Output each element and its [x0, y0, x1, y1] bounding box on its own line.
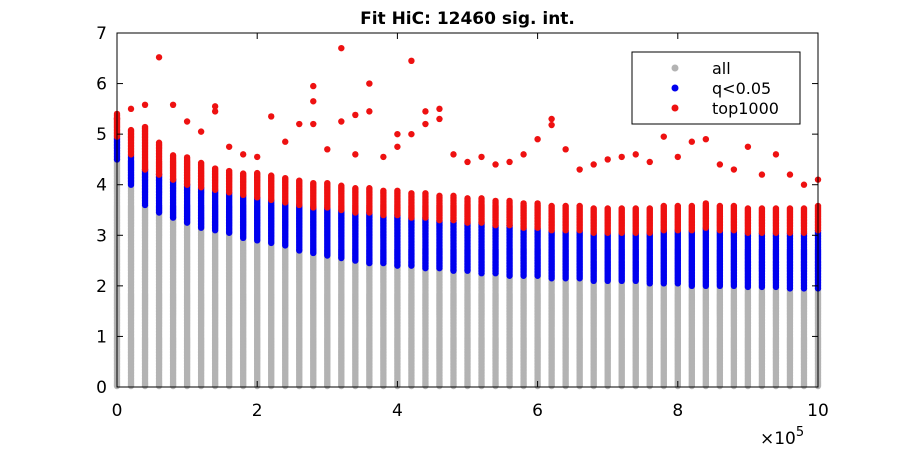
point-top1000 [590, 205, 597, 212]
distance-bin-column [352, 185, 359, 390]
distance-bin-column [464, 195, 471, 390]
point-top1000 [562, 202, 569, 210]
point-top1000 [155, 139, 163, 146]
point-top1000 [268, 172, 275, 179]
distance-bin-column [534, 200, 541, 390]
point-top1000 [380, 187, 387, 194]
point-top1000 [296, 177, 303, 184]
point-top1000 [492, 197, 499, 205]
distance-bin-column [478, 195, 485, 390]
distance-bin-column [197, 159, 205, 390]
point-top1000 [127, 126, 135, 134]
point-top1000 [310, 179, 317, 187]
distance-bin-column [310, 179, 317, 390]
point-top1000 [464, 195, 471, 202]
distance-bin-column [169, 152, 177, 390]
point-top1000 [282, 174, 289, 182]
point-top1000 [338, 182, 345, 189]
distance-bin-column [211, 165, 219, 390]
distance-bin-column [282, 174, 289, 390]
distance-bin-column [324, 179, 331, 390]
point-top1000 [366, 185, 373, 192]
distance-bin-column [492, 197, 499, 390]
point-top1000 [254, 169, 261, 177]
plot-points [113, 44, 822, 390]
point-top1000 [450, 192, 457, 200]
point-top1000 [520, 200, 527, 207]
distance-bin-column [548, 202, 555, 390]
point-top1000 [422, 190, 429, 197]
point-top1000 [576, 202, 583, 210]
point-top1000 [534, 200, 541, 207]
point-top1000 [548, 202, 555, 210]
distance-bin-column [254, 169, 261, 390]
distance-bin-column [380, 187, 387, 390]
distance-bin-column [225, 167, 233, 390]
point-top1000 [239, 170, 247, 177]
distance-bin-column [183, 154, 191, 390]
distance-bin-column [155, 139, 163, 390]
point-top1000 [604, 205, 611, 212]
point-top1000 [506, 197, 513, 205]
point-top1000 [352, 185, 359, 192]
distance-bin-column [590, 205, 597, 390]
distance-bin-column [296, 177, 303, 390]
point-top1000 [183, 154, 191, 161]
distance-bin-column [562, 202, 569, 390]
distance-bin-column [127, 126, 135, 390]
distance-bin-column [506, 197, 513, 390]
point-top1000 [225, 167, 233, 175]
distance-bin-column [141, 123, 149, 390]
distance-bin-column [618, 205, 625, 390]
point-top1000 [169, 152, 177, 159]
point-top1000 [197, 159, 205, 167]
point-top1000 [324, 179, 331, 187]
point-top1000 [478, 195, 485, 202]
distance-bin-column [366, 185, 373, 390]
distance-bin-column [394, 187, 401, 390]
distance-bin-column [338, 182, 345, 390]
distance-bin-column [239, 170, 247, 390]
point-top1000 [394, 187, 401, 194]
distance-bin-column [450, 192, 457, 390]
distance-bin-column [576, 202, 583, 390]
point-top1000 [211, 165, 219, 172]
distance-bin-column [408, 190, 415, 390]
point-top1000 [408, 190, 415, 197]
distance-bin-column [520, 200, 527, 390]
distance-bin-column [422, 190, 429, 390]
point-top1000 [141, 123, 149, 131]
distance-bin-column [604, 205, 611, 390]
distance-bin-column [436, 192, 443, 390]
distance-bin-column [268, 172, 275, 390]
point-top1000 [436, 192, 443, 200]
